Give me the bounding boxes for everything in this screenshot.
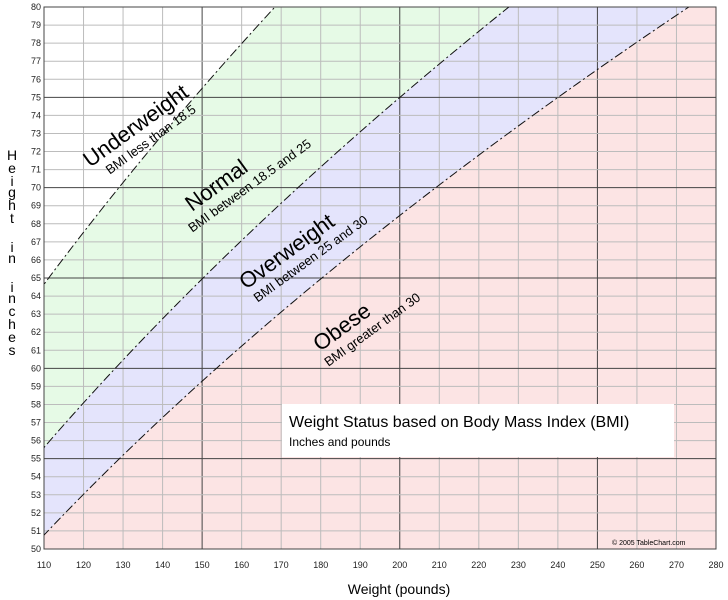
y-tick-label: 70 — [31, 183, 41, 193]
y-tick-label: 79 — [31, 20, 41, 30]
copyright-text: © 2005 TableChart.com — [612, 539, 686, 547]
y-axis-label-char: n — [8, 290, 16, 306]
x-tick-label: 240 — [550, 560, 565, 570]
x-tick-label: 120 — [76, 560, 91, 570]
x-tick-label: 130 — [116, 560, 131, 570]
y-tick-label: 77 — [31, 56, 41, 66]
y-axis-label-char: g — [8, 184, 16, 200]
x-tick-label: 150 — [195, 560, 210, 570]
bmi-boundary-25 — [44, 7, 510, 449]
y-axis-label-char: i — [10, 239, 13, 255]
region-normal — [44, 7, 509, 448]
y-tick-label: 68 — [31, 219, 41, 229]
x-tick-label: 140 — [155, 560, 170, 570]
region-underweight — [44, 7, 275, 285]
tick-layer: 110 120 130 140 150 160 170 180 190 200 210 220 230 2… — [31, 2, 724, 570]
x-tick-label: 200 — [392, 560, 407, 570]
bmi-boundary-30 — [44, 7, 690, 536]
y-axis-label-char: e — [8, 160, 16, 176]
y-tick-label: 60 — [31, 363, 41, 373]
y-axis-label-char: e — [8, 329, 16, 345]
y-tick-label: 53 — [31, 490, 41, 500]
x-tick-label: 160 — [234, 560, 249, 570]
x-tick-label: 270 — [669, 560, 684, 570]
y-tick-label: 72 — [31, 147, 41, 157]
y-tick-label: 62 — [31, 327, 41, 337]
y-tick-label: 64 — [31, 291, 41, 301]
plot-border — [43, 6, 717, 550]
y-tick-label: 63 — [31, 309, 41, 319]
y-tick-label: 67 — [31, 237, 41, 247]
y-axis-label-char: t — [10, 210, 14, 226]
y-tick-label: 69 — [31, 201, 41, 211]
y-tick-label: 61 — [31, 345, 41, 355]
y-tick-label: 51 — [31, 526, 41, 536]
x-tick-label: 210 — [432, 560, 447, 570]
y-tick-label: 75 — [31, 92, 41, 102]
x-tick-label: 110 — [37, 560, 51, 570]
boundary-layer — [44, 7, 690, 536]
x-tick-label: 280 — [708, 560, 723, 570]
info-box-background — [282, 404, 674, 457]
y-axis-label-char: c — [9, 303, 16, 319]
y-tick-label: 78 — [31, 38, 41, 48]
y-tick-label: 74 — [31, 110, 41, 120]
y-tick-label: 58 — [31, 399, 41, 409]
x-tick-label: 250 — [590, 560, 605, 570]
y-tick-label: 50 — [31, 544, 41, 554]
bmi-boundary-18-5 — [44, 7, 276, 286]
y-axis-label-char: i — [10, 173, 13, 189]
x-tick-label: 230 — [511, 560, 526, 570]
y-axis-label-char: i — [10, 279, 13, 295]
y-tick-label: 59 — [31, 381, 41, 391]
y-tick-label: 52 — [31, 508, 41, 518]
x-tick-label: 220 — [471, 560, 486, 570]
x-tick-label: 260 — [629, 560, 644, 570]
y-axis-label-char: h — [8, 197, 16, 213]
y-axis-label-char: H — [7, 147, 17, 163]
y-tick-label: 55 — [31, 454, 41, 464]
y-axis-label-char: n — [8, 250, 16, 266]
y-tick-label: 57 — [31, 418, 41, 428]
chart-title: Weight Status based on Body Mass Index (… — [289, 414, 629, 431]
y-tick-label: 56 — [31, 436, 41, 446]
y-axis-label-char: h — [8, 316, 16, 332]
y-axis-label-char: s — [9, 342, 16, 358]
chart-subtitle: Inches and pounds — [289, 435, 390, 449]
y-tick-label: 76 — [31, 74, 41, 84]
y-tick-label: 66 — [31, 255, 41, 265]
y-tick-label: 71 — [31, 165, 41, 175]
x-tick-label: 180 — [313, 560, 328, 570]
y-tick-label: 65 — [31, 273, 41, 283]
x-tick-label: 170 — [274, 560, 289, 570]
x-axis-label: Weight (pounds) — [348, 581, 450, 597]
y-tick-label: 54 — [31, 472, 41, 482]
grid-layer — [43, 6, 717, 550]
y-tick-label: 80 — [31, 2, 41, 12]
x-tick-label: 190 — [353, 560, 368, 570]
info-box: Weight Status based on Body Mass Index (… — [282, 404, 674, 457]
y-tick-label: 73 — [31, 128, 41, 138]
